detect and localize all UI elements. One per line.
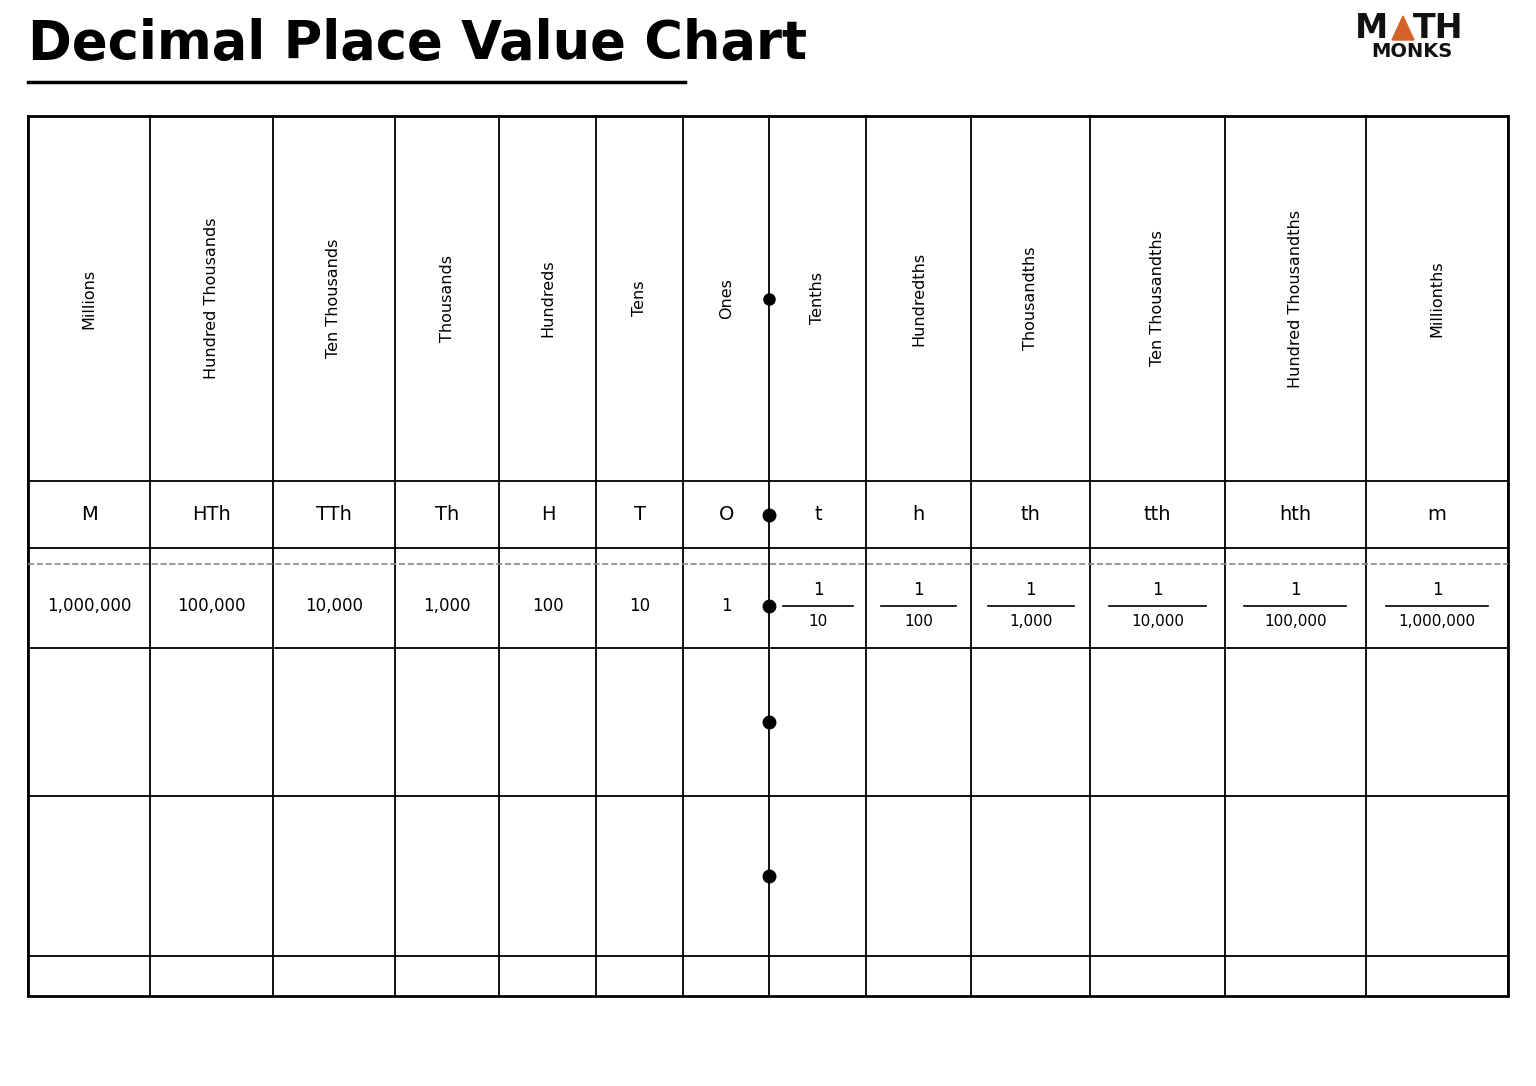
Text: TH: TH [1413,12,1464,45]
Text: 1,000: 1,000 [1009,615,1052,630]
Text: 1: 1 [813,581,823,599]
Text: Hundredths: Hundredths [911,252,926,345]
Text: Decimal Place Value Chart: Decimal Place Value Chart [28,18,806,70]
Text: Ten Thousands: Ten Thousands [326,239,341,358]
Text: th: th [1020,505,1040,525]
Text: t: t [814,505,822,525]
Text: 1: 1 [720,597,731,615]
Text: 1: 1 [1152,581,1163,599]
Text: 10,000: 10,000 [1130,615,1184,630]
Text: 100,000: 100,000 [177,597,246,615]
Text: MONKS: MONKS [1372,42,1452,61]
Text: HTh: HTh [192,505,230,525]
Text: hth: hth [1279,505,1312,525]
Text: h: h [912,505,925,525]
Text: Millions: Millions [81,268,97,329]
Text: Millionths: Millionths [1430,261,1445,337]
Text: 10,000: 10,000 [304,597,362,615]
Text: 10: 10 [808,615,828,630]
Text: 1,000,000: 1,000,000 [1399,615,1476,630]
Text: Thousands: Thousands [439,255,455,342]
Text: Hundred Thousandths: Hundred Thousandths [1287,210,1303,388]
Text: 100: 100 [905,615,934,630]
Text: 100,000: 100,000 [1264,615,1327,630]
Text: M: M [1355,12,1389,45]
Text: Tenths: Tenths [811,273,825,325]
Text: 1: 1 [1290,581,1301,599]
Text: 100: 100 [531,597,564,615]
Text: H: H [541,505,554,525]
Text: Th: Th [435,505,459,525]
Text: tth: tth [1144,505,1170,525]
Text: 1,000: 1,000 [424,597,472,615]
Polygon shape [1392,16,1415,40]
Text: m: m [1427,505,1447,525]
Text: Ten Thousandths: Ten Thousandths [1150,230,1164,366]
Text: O: O [719,505,734,525]
Text: 10: 10 [630,597,650,615]
Text: 1: 1 [914,581,925,599]
Text: Thousandths: Thousandths [1023,247,1038,351]
Text: 1,000,000: 1,000,000 [48,597,132,615]
Text: 1: 1 [1432,581,1442,599]
Text: Tens: Tens [633,281,647,316]
Text: T: T [634,505,645,525]
Text: 1: 1 [1025,581,1035,599]
Text: TTh: TTh [316,505,352,525]
Bar [28,116,1508,996]
Text: M: M [81,505,98,525]
Text: Hundreds: Hundreds [541,260,556,338]
Text: Hundred Thousands: Hundred Thousands [204,218,220,379]
Text: Ones: Ones [719,278,734,319]
